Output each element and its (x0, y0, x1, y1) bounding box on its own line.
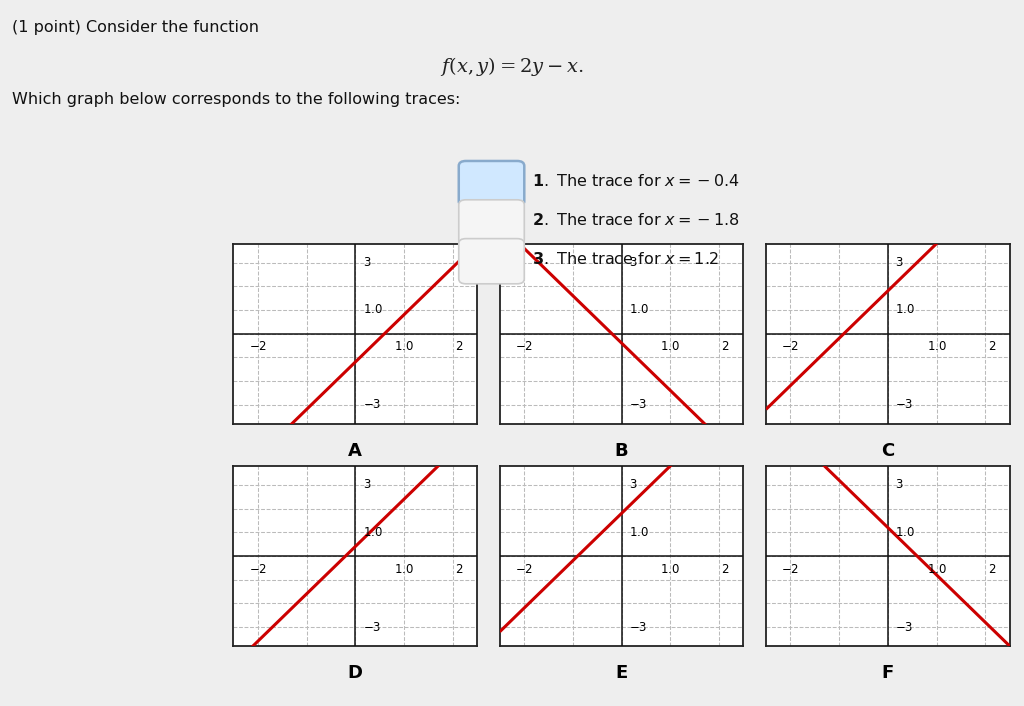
Text: $1.0$: $1.0$ (895, 526, 915, 539)
Text: $f(x, y) = 2y - x.$: $f(x, y) = 2y - x.$ (440, 55, 584, 78)
Text: $-3$: $-3$ (362, 621, 381, 633)
Text: $\mathbf{D}$: $\mathbf{D}$ (347, 664, 364, 682)
Text: $\mathbf{A}$: $\mathbf{A}$ (347, 442, 364, 460)
Text: $1.0$: $1.0$ (927, 563, 946, 575)
Text: $\mathbf{B}$: $\mathbf{B}$ (614, 442, 629, 460)
Text: $-3$: $-3$ (895, 398, 913, 411)
Text: $1.0$: $1.0$ (394, 563, 414, 575)
Text: $-2$: $-2$ (249, 563, 267, 575)
Text: $2$: $2$ (988, 563, 996, 575)
Text: $\mathbf{3}.$ The trace for $x = 1.2$: $\mathbf{3}.$ The trace for $x = 1.2$ (532, 251, 719, 267)
Text: $-3$: $-3$ (895, 621, 913, 633)
Text: $1.0$: $1.0$ (362, 526, 383, 539)
Text: $-3$: $-3$ (362, 398, 381, 411)
Text: $2$: $2$ (722, 340, 730, 353)
Text: $-3$: $-3$ (629, 621, 647, 633)
Text: $-2$: $-2$ (781, 563, 800, 575)
Text: $3$: $3$ (362, 256, 371, 269)
Text: $2$: $2$ (456, 340, 464, 353)
Text: $1.0$: $1.0$ (895, 304, 915, 316)
Text: $1.0$: $1.0$ (362, 304, 383, 316)
Text: $1.0$: $1.0$ (629, 526, 649, 539)
Text: $3$: $3$ (362, 479, 371, 491)
Text: $\mathbf{F}$: $\mathbf{F}$ (882, 664, 894, 682)
Text: (1 point) Consider the function: (1 point) Consider the function (12, 20, 259, 35)
Text: $3$: $3$ (629, 479, 637, 491)
Text: $-2$: $-2$ (249, 340, 267, 353)
Text: $1.0$: $1.0$ (927, 340, 946, 353)
Text: $-2$: $-2$ (515, 563, 534, 575)
Text: $-2$: $-2$ (515, 340, 534, 353)
Text: $1.0$: $1.0$ (394, 340, 414, 353)
Text: $2$: $2$ (456, 563, 464, 575)
Text: Which graph below corresponds to the following traces:: Which graph below corresponds to the fol… (12, 92, 461, 107)
Text: $\mathbf{1}.$ The trace for $x = -0.4$: $\mathbf{1}.$ The trace for $x = -0.4$ (532, 174, 740, 189)
Text: $\mathbf{2}.$ The trace for $x = -1.8$: $\mathbf{2}.$ The trace for $x = -1.8$ (532, 213, 740, 228)
Text: $\mathbf{E}$: $\mathbf{E}$ (615, 664, 628, 682)
Text: $1.0$: $1.0$ (629, 304, 649, 316)
Text: $3$: $3$ (629, 256, 637, 269)
Text: $\mathbf{C}$: $\mathbf{C}$ (881, 442, 895, 460)
Text: $2$: $2$ (988, 340, 996, 353)
Text: $2$: $2$ (722, 563, 730, 575)
Text: $3$: $3$ (895, 479, 903, 491)
Text: $-3$: $-3$ (629, 398, 647, 411)
Text: $1.0$: $1.0$ (660, 340, 680, 353)
Text: $3$: $3$ (895, 256, 903, 269)
Text: $1.0$: $1.0$ (660, 563, 680, 575)
Text: $-2$: $-2$ (781, 340, 800, 353)
